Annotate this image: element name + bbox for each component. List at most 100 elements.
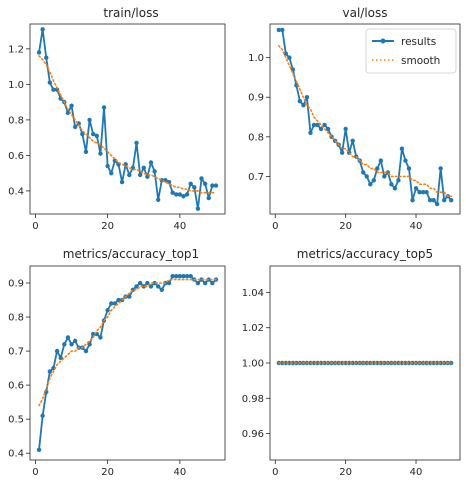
- data-point: [301, 102, 306, 108]
- y-tick-label: 0.8: [8, 313, 24, 324]
- data-point: [148, 160, 154, 165]
- data-point: [141, 284, 146, 289]
- data-point: [83, 348, 89, 354]
- data-point: [343, 126, 348, 132]
- data-point: [434, 360, 440, 366]
- data-point: [87, 342, 92, 347]
- data-point: [424, 190, 429, 195]
- data-point: [280, 27, 285, 33]
- data-point: [364, 174, 369, 179]
- x-tick-label: 20: [339, 467, 352, 478]
- data-point: [72, 124, 78, 130]
- data-point: [325, 126, 331, 132]
- data-point: [47, 369, 53, 374]
- data-point: [44, 55, 49, 60]
- data-point: [51, 87, 56, 92]
- data-point: [449, 197, 454, 203]
- data-point: [202, 181, 208, 187]
- data-point: [315, 122, 320, 128]
- data-point: [192, 185, 197, 190]
- x-tick-label: 40: [173, 467, 186, 478]
- data-point: [438, 166, 443, 171]
- data-point: [276, 27, 281, 33]
- data-point: [69, 342, 74, 347]
- data-point: [294, 83, 299, 88]
- data-point: [375, 166, 380, 171]
- y-tick-label: 0.5: [8, 415, 24, 426]
- x-tick-label: 0: [32, 221, 38, 232]
- data-point: [65, 335, 71, 340]
- data-point: [427, 197, 433, 203]
- data-point: [119, 179, 125, 185]
- data-point: [413, 186, 419, 191]
- x-tick-label: 0: [32, 467, 38, 478]
- series-line-smooth: [277, 44, 453, 197]
- data-point: [318, 126, 324, 132]
- data-point: [58, 355, 63, 361]
- data-point: [87, 117, 92, 123]
- data-point: [378, 158, 384, 163]
- x-tick-label: 0: [272, 221, 278, 232]
- data-point: [141, 165, 146, 171]
- data-point: [297, 98, 303, 104]
- data-point: [109, 301, 114, 306]
- data-point: [213, 183, 219, 188]
- x-tick-label: 40: [410, 467, 423, 478]
- data-point: [170, 190, 175, 195]
- data-point: [406, 166, 412, 171]
- data-point: [441, 197, 447, 203]
- data-point: [145, 280, 150, 286]
- data-point: [40, 27, 45, 32]
- data-point: [368, 182, 373, 187]
- data-point: [80, 131, 85, 137]
- data-point: [283, 51, 289, 56]
- y-tick-label: 1.04: [242, 288, 264, 299]
- data-point: [159, 287, 165, 293]
- series-line-smooth: [38, 55, 217, 194]
- data-point: [287, 360, 292, 366]
- data-point: [177, 274, 183, 279]
- data-point: [346, 360, 352, 366]
- data-point: [137, 172, 143, 178]
- data-point: [283, 360, 289, 366]
- x-tick-label: 0: [272, 467, 278, 478]
- panel-title: metrics/accuracy_top1: [63, 247, 199, 261]
- data-point: [371, 178, 376, 183]
- data-point: [47, 80, 53, 85]
- panel-train-loss: train/loss 0 20 40 0.4 0.6 0.8 1.0 1.2: [8, 6, 226, 232]
- data-point: [396, 178, 401, 183]
- panel-title: val/loss: [342, 6, 387, 20]
- y-tick-label: 0.9: [8, 279, 24, 290]
- data-point: [375, 360, 380, 366]
- data-point: [116, 297, 121, 303]
- series-line-smooth: [38, 278, 217, 407]
- data-point: [181, 194, 186, 199]
- data-point: [127, 172, 132, 178]
- legend-results-label: results: [401, 36, 436, 48]
- y-tick-label: 0.8: [8, 115, 24, 126]
- data-point: [206, 195, 211, 201]
- data-point: [170, 274, 175, 279]
- data-point: [343, 360, 348, 366]
- x-tick-label: 20: [339, 221, 352, 232]
- data-point: [199, 176, 204, 181]
- y-tick-label: 1.00: [242, 359, 264, 370]
- data-point: [105, 308, 110, 313]
- data-point: [350, 138, 355, 143]
- data-point: [40, 413, 45, 418]
- data-point: [434, 201, 440, 207]
- data-point: [399, 146, 405, 151]
- data-point: [166, 280, 172, 286]
- data-point: [127, 294, 132, 299]
- y-tick-label: 0.6: [8, 151, 24, 162]
- y-tick-label: 1.02: [242, 323, 264, 334]
- legend: results smooth: [365, 28, 457, 74]
- x-tick-label: 20: [101, 221, 114, 232]
- data-point: [188, 181, 193, 187]
- plot-frame: [29, 23, 226, 215]
- data-point: [69, 103, 74, 108]
- x-tick-label: 40: [173, 221, 186, 232]
- x-tick-label: 40: [410, 221, 423, 232]
- data-point: [98, 335, 103, 340]
